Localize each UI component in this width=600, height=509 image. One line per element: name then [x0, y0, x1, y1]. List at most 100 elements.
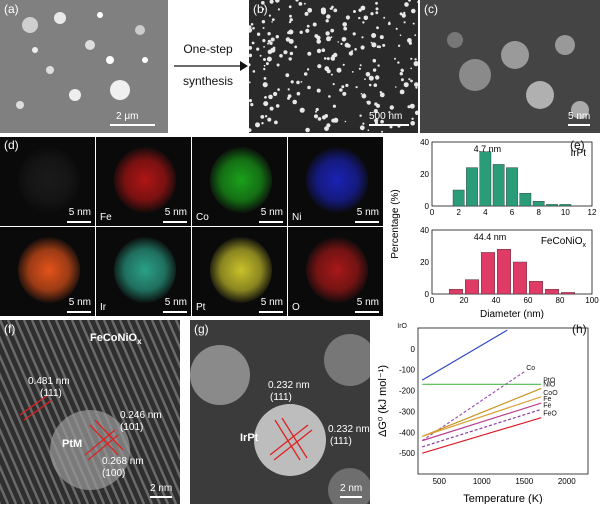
y-tick-label: 20: [420, 258, 429, 267]
histogram-bar: [528, 280, 543, 295]
y-tick-label: 0: [411, 345, 416, 354]
series-label: CoO: [543, 390, 558, 397]
tile-scale-bar: [67, 311, 91, 313]
tile-scale-bar: [163, 311, 187, 313]
series-line: [422, 387, 542, 438]
panel-e-histograms: 0 20 40 0 2 4 6 8 10 12 IrPt 4.7 nm 0 20 40 0 20 40 60 80 10…: [386, 134, 600, 320]
panel-a-sem-image: (a) 2 μm: [0, 0, 168, 133]
y-tick-label: -200: [399, 387, 416, 396]
spacing-g-4: (111): [330, 436, 352, 447]
tile-scale-bar: [259, 221, 283, 223]
element-signal: [210, 237, 272, 303]
tile-scale-text: 5 nm: [260, 297, 283, 308]
element-name: Fe: [100, 212, 112, 223]
element-signal: [18, 237, 80, 303]
lattice-image-g: [190, 320, 370, 504]
panel-label-c: (c): [424, 2, 438, 16]
element-name: Ni: [292, 212, 302, 223]
mean-annotation: 4.7 nm: [474, 144, 502, 154]
x-tick-label: 100: [585, 296, 599, 305]
spacing-f-1: 0.481 nm: [28, 376, 70, 387]
series-label: IrO: [397, 323, 407, 330]
scale-text-a: 2 μm: [116, 111, 139, 122]
x-tick-label: 1500: [515, 477, 533, 486]
x-tick-label: 2000: [558, 477, 576, 486]
series-label: NiO: [543, 381, 556, 388]
series-title: IrPt: [570, 148, 586, 159]
histogram-bar: [544, 288, 559, 295]
tile-scale-bar: [163, 221, 187, 223]
series-line: [422, 402, 542, 442]
plot-frame: [431, 229, 593, 295]
y-tick-label: -300: [399, 407, 416, 416]
series-label: Fe: [543, 396, 551, 403]
series-line: [422, 408, 542, 448]
arrow-line2: synthesis: [182, 74, 234, 88]
element-name: Ir: [100, 302, 107, 313]
scale-bar-a: [110, 124, 155, 126]
tile-scale-text: 5 nm: [356, 207, 379, 218]
histogram-bar: [479, 151, 492, 207]
tile-scale-bar: [259, 311, 283, 313]
panel-g-hrtem: (g) IrPt 0.232 nm (111) 0.232 nm (111) 2…: [190, 320, 370, 504]
y-axis-label: ΔG⁰ (kJ mol⁻¹): [377, 365, 389, 437]
spacing-f-3: 0.246 nm: [120, 410, 162, 421]
x-tick-label: 6: [510, 208, 515, 217]
element-signal: [306, 147, 368, 213]
panel-h-ellingham: 0 -100 -200 -300 -400 -500 500 1000 1500 2000 IrO P…: [372, 320, 600, 505]
y-tick-label: -500: [399, 449, 416, 458]
material-label-f: FeCoNiOx: [90, 332, 142, 347]
spacing-g-2: (111): [270, 392, 292, 403]
histogram-bar: [480, 252, 495, 295]
sem-particles-a: [0, 0, 168, 133]
panel-label-e: (e): [570, 138, 585, 152]
histogram-bar: [560, 292, 575, 295]
histogram-bar: [519, 193, 532, 207]
tile-scale-text: 5 nm: [164, 207, 187, 218]
tile-scale-text: 5 nm: [68, 207, 91, 218]
scale-text-f: 2 nm: [150, 483, 173, 494]
y-axis-label: Percentage (%): [390, 189, 401, 258]
eds-map-tile: Ni 5 nm: [288, 137, 383, 226]
histogram-bar: [546, 204, 558, 207]
spacing-f-5: 0.268 nm: [102, 456, 144, 467]
eds-map-tile: Fe 5 nm: [96, 137, 191, 226]
scale-text-b: 500 nm: [369, 111, 403, 122]
eds-map-tile: O 5 nm: [288, 227, 383, 316]
element-signal: [114, 147, 176, 213]
synthesis-arrow: One-step synthesis: [168, 0, 248, 133]
element-name: Pt: [196, 302, 206, 313]
element-name: Co: [196, 212, 209, 223]
panel-c-stem-image: (c) 5 nm: [420, 0, 600, 133]
series-line: [421, 329, 508, 381]
arrow-icon: [174, 61, 248, 71]
scale-bar-c: [568, 124, 590, 126]
tile-scale-text: 5 nm: [260, 207, 283, 218]
tile-scale-text: 5 nm: [68, 297, 91, 308]
element-signal: [114, 237, 176, 303]
scale-text-c: 5 nm: [568, 111, 591, 122]
spacing-f-4: (101): [120, 422, 144, 433]
element-signal: [210, 147, 272, 213]
eds-map-tile: 5 nm: [0, 227, 95, 316]
x-tick-label: 0: [430, 296, 435, 305]
y-tick-label: 40: [420, 138, 429, 147]
x-tick-label: 60: [524, 296, 533, 305]
plot-frame: [417, 327, 589, 475]
x-tick-label: 10: [561, 208, 570, 217]
y-tick-label: 40: [420, 226, 429, 235]
x-tick-label: 12: [588, 208, 597, 217]
series-title: FeCoNiOx: [541, 236, 587, 249]
histogram-bar: [496, 248, 511, 295]
histogram-bar: [512, 261, 527, 295]
series-label: PtO: [543, 377, 556, 384]
scale-bar-g: [340, 496, 362, 498]
tile-scale-bar: [355, 221, 379, 223]
x-tick-label: 500: [433, 477, 447, 486]
panel-label-a: (a): [4, 2, 19, 16]
panel-label-g: (g): [194, 322, 209, 336]
spacing-g-1: 0.232 nm: [268, 380, 310, 391]
lattice-marker: [19, 394, 49, 416]
x-tick-label: 8: [536, 208, 541, 217]
